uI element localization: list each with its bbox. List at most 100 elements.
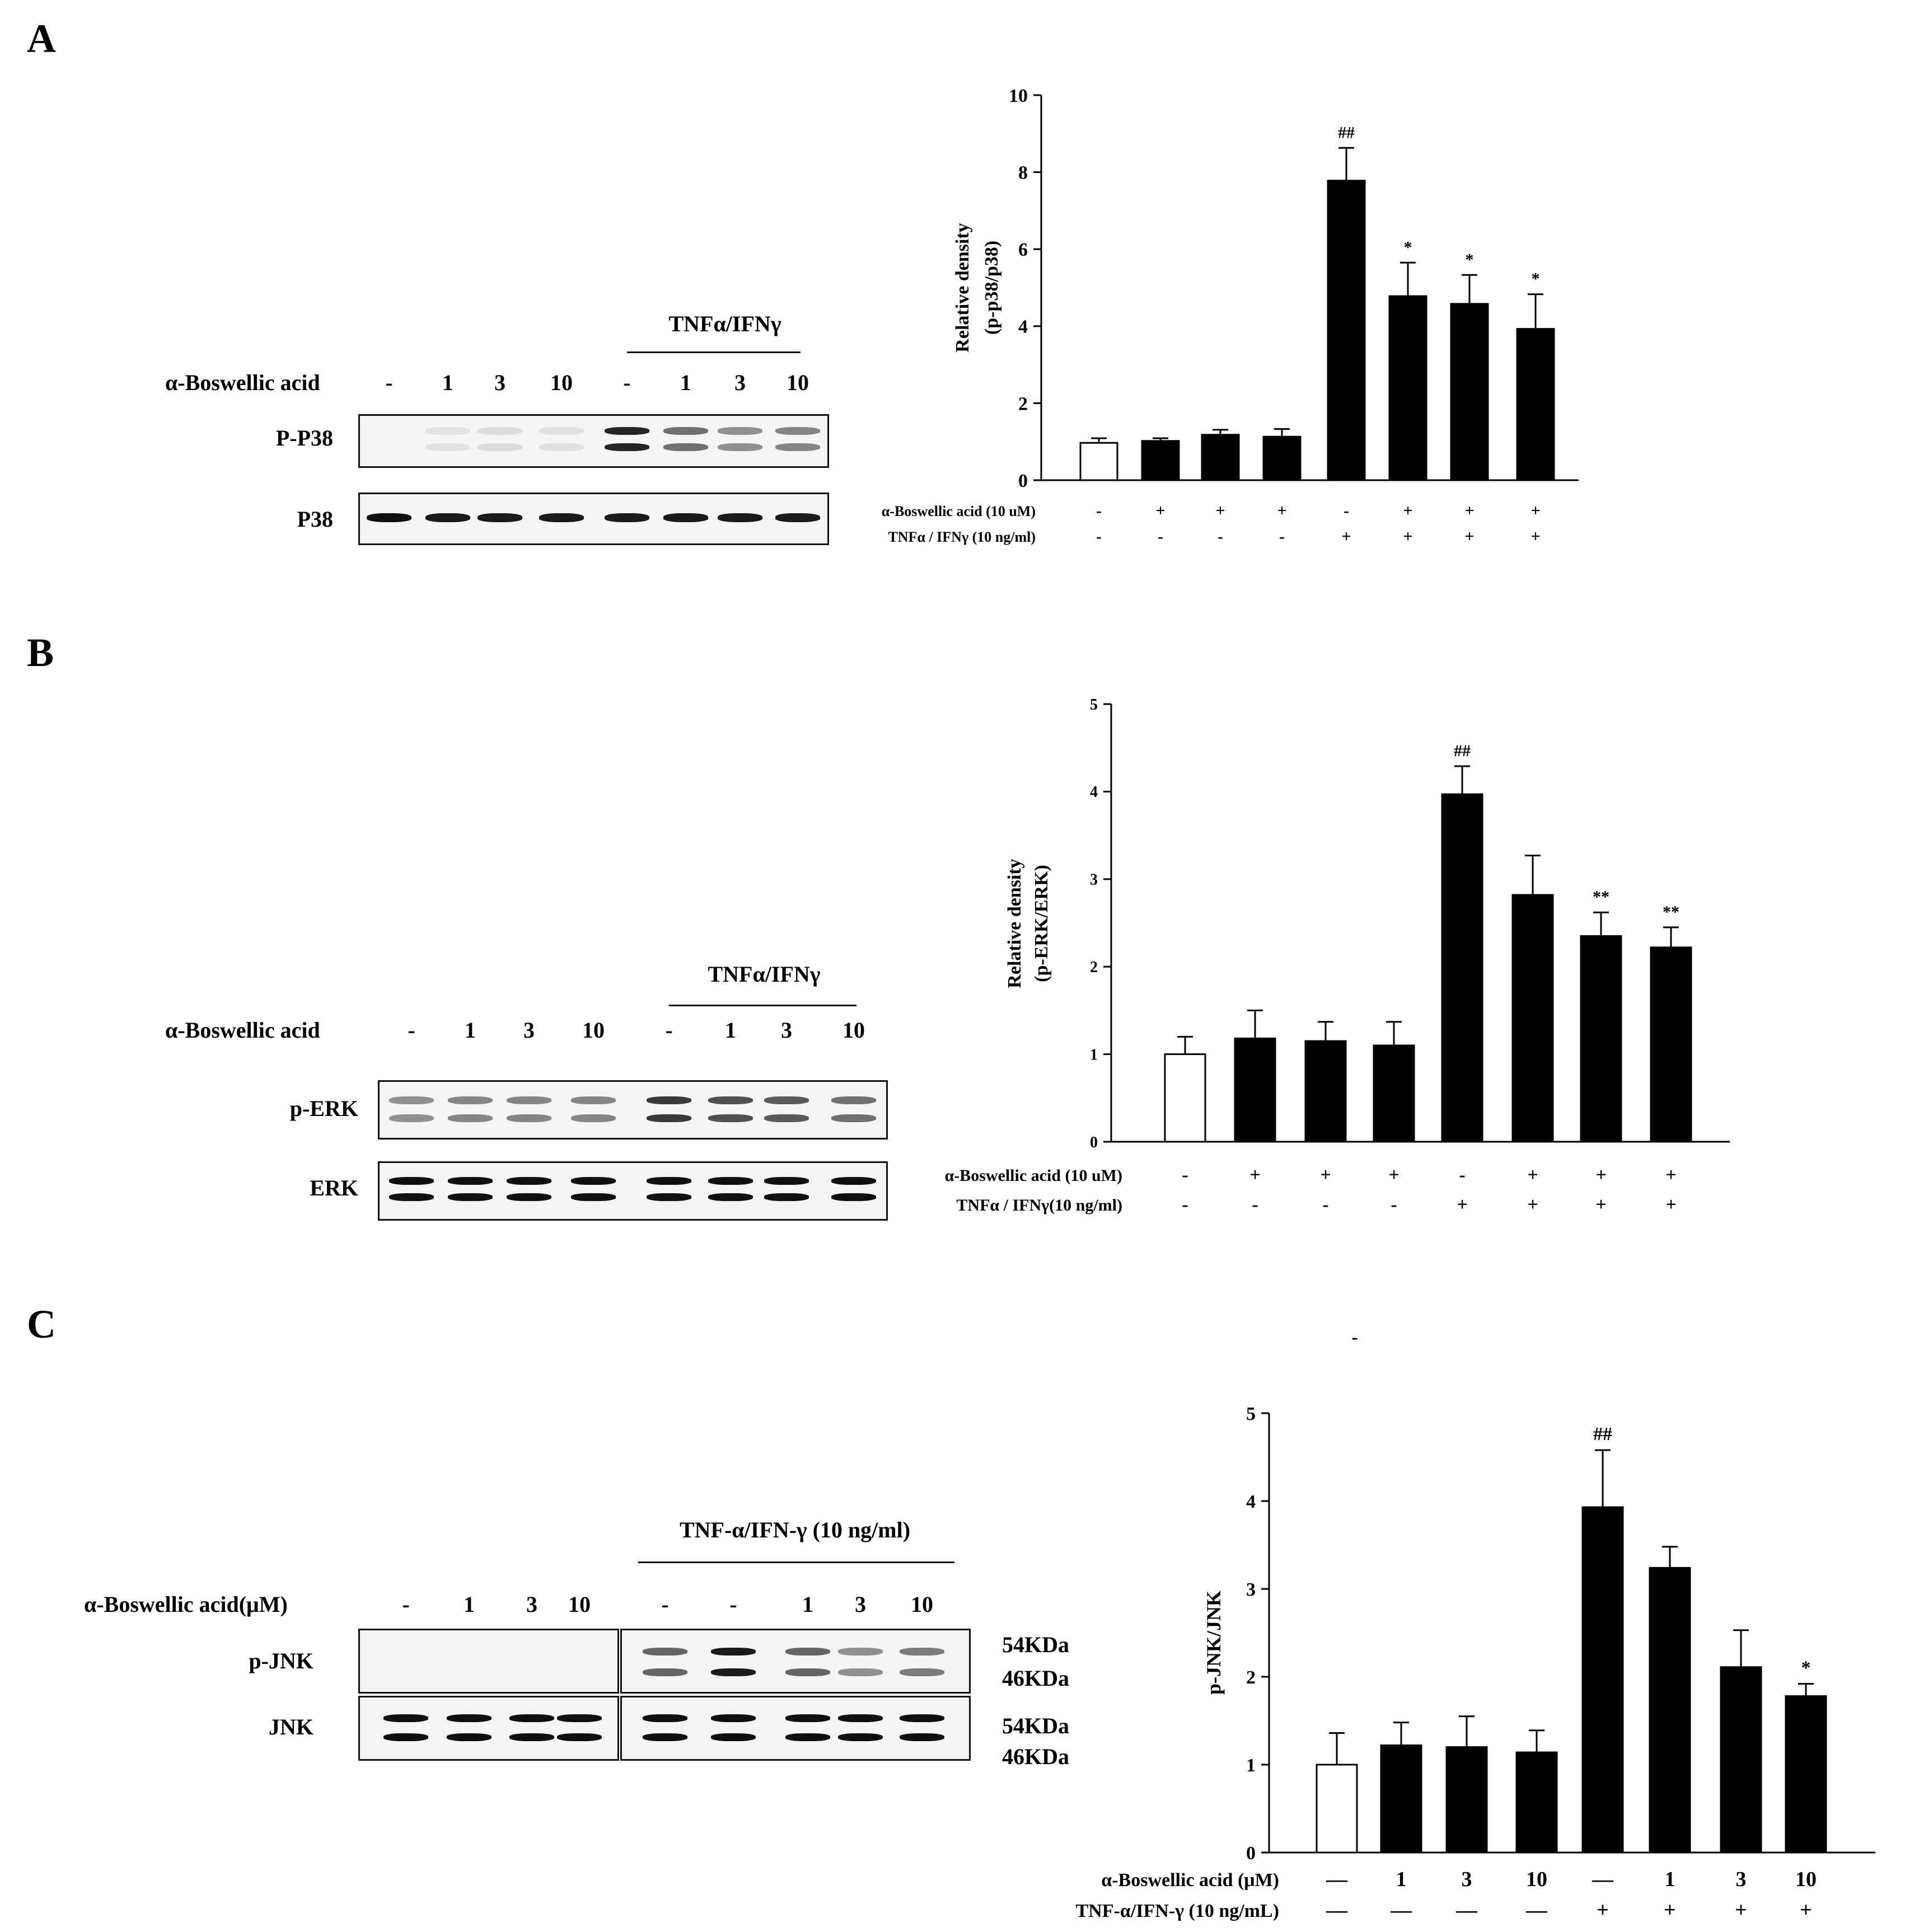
significance-marker: * bbox=[1404, 238, 1412, 256]
blot-lane-label: 10 bbox=[787, 370, 809, 395]
significance-marker: ## bbox=[1593, 1424, 1612, 1445]
blot-band bbox=[389, 1114, 434, 1122]
condition-value: - bbox=[1096, 501, 1102, 520]
blot-lane-label: 1 bbox=[680, 370, 691, 395]
blot-band bbox=[708, 1096, 753, 1105]
y-axis-label: (p-p38/p38) bbox=[981, 241, 1002, 335]
blot-band bbox=[507, 1193, 551, 1202]
condition-value: — bbox=[1592, 1868, 1614, 1891]
condition-value: — bbox=[1326, 1868, 1348, 1891]
blot-band bbox=[539, 426, 584, 435]
blot-membrane-frame bbox=[358, 1696, 619, 1761]
condition-value: + bbox=[1527, 1194, 1538, 1215]
condition-value: + bbox=[1595, 1194, 1606, 1215]
y-tick-label: 2 bbox=[1090, 959, 1098, 976]
blot-treatment-row-label-a: α-Boswellic acid bbox=[165, 370, 320, 395]
condition-value: — bbox=[1326, 1898, 1348, 1922]
blot-lane-label: 3 bbox=[734, 370, 746, 395]
condition-value: - bbox=[1459, 1165, 1465, 1185]
blot-lane-label: 1 bbox=[442, 370, 453, 395]
condition-value: + bbox=[1530, 527, 1540, 546]
blot-band bbox=[711, 1648, 756, 1656]
blot-band bbox=[775, 443, 820, 452]
blot-band bbox=[643, 1714, 687, 1722]
significance-marker: ## bbox=[1338, 123, 1355, 142]
blot-lane-label: 3 bbox=[781, 1017, 792, 1043]
blot-band bbox=[447, 1714, 492, 1722]
blot-band bbox=[711, 1714, 756, 1722]
bar bbox=[1201, 434, 1240, 481]
blot-header-underline-b bbox=[669, 1005, 856, 1006]
blot-band bbox=[838, 1714, 883, 1722]
blot-membrane-frame bbox=[378, 1161, 888, 1221]
blot-band bbox=[571, 1114, 616, 1122]
bar bbox=[1581, 1506, 1624, 1854]
condition-value: — bbox=[1390, 1898, 1412, 1922]
panel-label-a: A bbox=[27, 16, 56, 61]
bar bbox=[1441, 793, 1483, 1143]
blot-lane-label: - bbox=[402, 1592, 410, 1617]
blot-band bbox=[785, 1714, 830, 1722]
y-tick-label: 5 bbox=[1246, 1404, 1256, 1424]
blot-band bbox=[764, 1176, 809, 1185]
blot-band bbox=[383, 1714, 428, 1722]
bar bbox=[1079, 442, 1118, 481]
blot-band bbox=[831, 1114, 876, 1122]
blot-membrane-frame bbox=[378, 1080, 888, 1139]
blot-lane-label: 1 bbox=[464, 1592, 475, 1617]
condition-value: + bbox=[1800, 1898, 1812, 1922]
blot-lane-label: - bbox=[661, 1592, 669, 1617]
bar bbox=[1262, 435, 1302, 481]
blot-band bbox=[711, 1733, 756, 1742]
condition-label: TNFα / IFNγ (10 ng/ml) bbox=[888, 529, 1036, 545]
blot-band bbox=[647, 1096, 691, 1105]
blot-membrane-frame bbox=[620, 1629, 971, 1694]
blot-band bbox=[383, 1733, 428, 1742]
y-tick-label: 8 bbox=[1018, 163, 1028, 184]
bar bbox=[1141, 440, 1180, 481]
y-axis-label: (p-ERK/ERK) bbox=[1031, 865, 1052, 982]
blot-lane-label: 3 bbox=[523, 1017, 535, 1043]
blot-band bbox=[571, 1096, 616, 1105]
blot-band bbox=[711, 1668, 756, 1676]
stray-dash-mark: - bbox=[1351, 1327, 1358, 1348]
blot-lane-label: - bbox=[729, 1592, 737, 1617]
blot-band bbox=[643, 1668, 687, 1676]
blot-band bbox=[900, 1733, 944, 1742]
blot-band bbox=[764, 1096, 809, 1105]
blot-band bbox=[718, 513, 762, 522]
blot-band bbox=[507, 1114, 551, 1122]
blot-row-label-erk: ERK bbox=[310, 1175, 358, 1201]
blot-band bbox=[838, 1733, 883, 1742]
blot-band bbox=[367, 513, 411, 522]
condition-value: 1 bbox=[1665, 1868, 1675, 1891]
blot-band bbox=[643, 1733, 687, 1742]
blot-band bbox=[389, 1193, 434, 1202]
bar bbox=[1450, 303, 1489, 481]
y-tick-label: 1 bbox=[1090, 1046, 1098, 1063]
blot-band bbox=[425, 426, 470, 435]
blot-band bbox=[775, 513, 820, 522]
blot-band bbox=[478, 426, 522, 435]
condition-value: 10 bbox=[1526, 1868, 1547, 1891]
bar bbox=[1445, 1746, 1488, 1854]
blot-lane-label: 3 bbox=[526, 1592, 537, 1617]
condition-value: + bbox=[1215, 501, 1225, 520]
blot-row-label-p-p38: P-P38 bbox=[275, 425, 333, 451]
blot-band bbox=[425, 513, 470, 522]
condition-value: + bbox=[1464, 501, 1474, 520]
condition-value: + bbox=[1277, 501, 1286, 520]
blot-band bbox=[389, 1096, 434, 1105]
condition-value: - bbox=[1182, 1194, 1188, 1215]
blot-band bbox=[539, 513, 584, 522]
blot-lane-label: - bbox=[623, 370, 631, 395]
blot-lane-label: - bbox=[665, 1017, 673, 1043]
condition-value: + bbox=[1457, 1194, 1467, 1215]
bar bbox=[1785, 1695, 1827, 1854]
bar bbox=[1511, 894, 1554, 1143]
condition-value: 3 bbox=[1736, 1868, 1747, 1891]
blot-lane-label: 10 bbox=[842, 1017, 865, 1043]
condition-value: + bbox=[1527, 1165, 1538, 1185]
blot-treatment-header-a: TNFα/IFNγ bbox=[668, 311, 781, 336]
